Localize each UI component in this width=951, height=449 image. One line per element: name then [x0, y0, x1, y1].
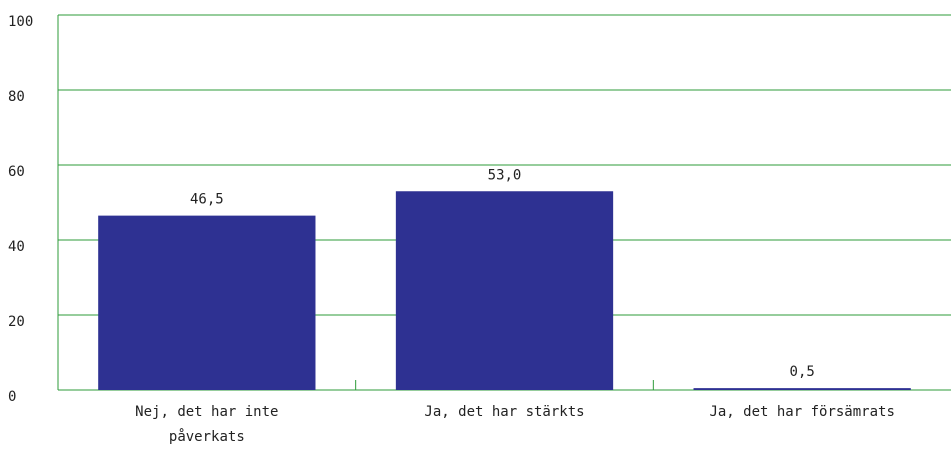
bar [98, 215, 316, 390]
y-tick-label: 40 [8, 239, 25, 255]
value-label: 53,0 [488, 167, 522, 183]
bar [395, 191, 614, 390]
x-tick-label: Nej, det har inte påverkats [135, 404, 279, 445]
value-label: 46,5 [190, 192, 224, 208]
y-tick-label: 0 [8, 389, 16, 405]
value-label: 0,5 [790, 364, 815, 380]
y-tick-label: 20 [8, 314, 25, 330]
x-tick-label: Ja, det har stärkts [424, 404, 585, 420]
y-tick-label: 80 [8, 89, 25, 105]
x-tick-label: Ja, det har försämrats [709, 404, 895, 420]
y-tick-label: 100 [8, 14, 33, 30]
y-tick-label: 60 [8, 164, 25, 180]
bar [693, 388, 911, 390]
